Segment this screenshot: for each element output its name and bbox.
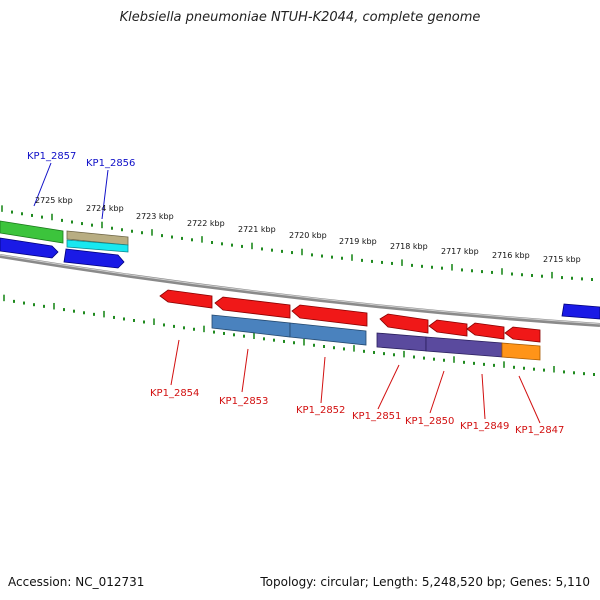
genome-backbone-highlight — [0, 254, 600, 325]
upper-label-lines — [33, 162, 109, 220]
gene-kp1-2849-red[interactable] — [466, 322, 505, 340]
gene-right-blue[interactable] — [561, 303, 600, 320]
gene-label-kp1-2847[interactable]: KP1_2847 — [515, 425, 564, 436]
kbp-label: 2715 kbp — [543, 255, 581, 264]
genome-title: Klebsiella pneumoniae NTUH-K2044, comple… — [119, 10, 481, 25]
gene-label-kp1-2849[interactable]: KP1_2849 — [460, 421, 509, 432]
gene-label-kp1-2850[interactable]: KP1_2850 — [405, 416, 454, 427]
upper-tick-dots — [1, 205, 593, 282]
gene-kp1-2854-red[interactable] — [159, 289, 213, 309]
kbp-labels: 2725 kbp 2724 kbp 2723 kbp 2722 kbp 2721… — [35, 196, 581, 264]
kbp-label: 2724 kbp — [86, 204, 124, 213]
gene-kp1-2856-blue[interactable] — [63, 248, 125, 269]
gene-kp1-2857-blue[interactable] — [0, 237, 59, 259]
kbp-label: 2723 kbp — [136, 212, 174, 221]
gene-label-kp1-2853[interactable]: KP1_2853 — [219, 396, 268, 407]
gene-label-kp1-2856[interactable]: KP1_2856 — [86, 158, 135, 169]
feature-kp1-2852-steelblue[interactable] — [289, 322, 367, 346]
kbp-label: 2721 kbp — [238, 225, 276, 234]
gene-kp1-2856-cyan[interactable] — [66, 239, 129, 253]
kbp-label: 2722 kbp — [187, 219, 225, 228]
gene-kp1-2847-red[interactable] — [504, 326, 541, 343]
kbp-label: 2716 kbp — [492, 251, 530, 260]
gene-label-kp1-2852[interactable]: KP1_2852 — [296, 405, 345, 416]
gene-kp1-2852-red[interactable] — [291, 304, 368, 327]
gene-kp1-2853-red[interactable] — [214, 296, 291, 319]
feature-kp1-2847-orange[interactable] — [501, 342, 541, 361]
gene-label-kp1-2857[interactable]: KP1_2857 — [27, 151, 76, 162]
kbp-label: 2717 kbp — [441, 247, 479, 256]
feature-kp1-2851-purple[interactable] — [376, 332, 427, 352]
kbp-label: 2720 kbp — [289, 231, 327, 240]
lower-tick-dots — [3, 294, 595, 376]
gene-kp1-2857-green[interactable] — [0, 220, 64, 244]
gene-label-kp1-2854[interactable]: KP1_2854 — [150, 388, 199, 399]
gene-kp1-2851-red[interactable] — [379, 313, 429, 334]
gene-kp1-2850-red[interactable] — [428, 319, 468, 337]
kbp-label: 2725 kbp — [35, 196, 73, 205]
gene-label-kp1-2851[interactable]: KP1_2851 — [352, 411, 401, 422]
genome-backbone — [0, 254, 600, 327]
lower-label-lines — [170, 339, 541, 424]
kbp-label: 2718 kbp — [390, 242, 428, 251]
kbp-label: 2719 kbp — [339, 237, 377, 246]
feature-kp1-2850-purple[interactable] — [425, 336, 503, 358]
accession-text: Accession: NC_012731 — [8, 575, 145, 589]
genome-stats-text: Topology: circular; Length: 5,248,520 bp… — [260, 575, 590, 589]
